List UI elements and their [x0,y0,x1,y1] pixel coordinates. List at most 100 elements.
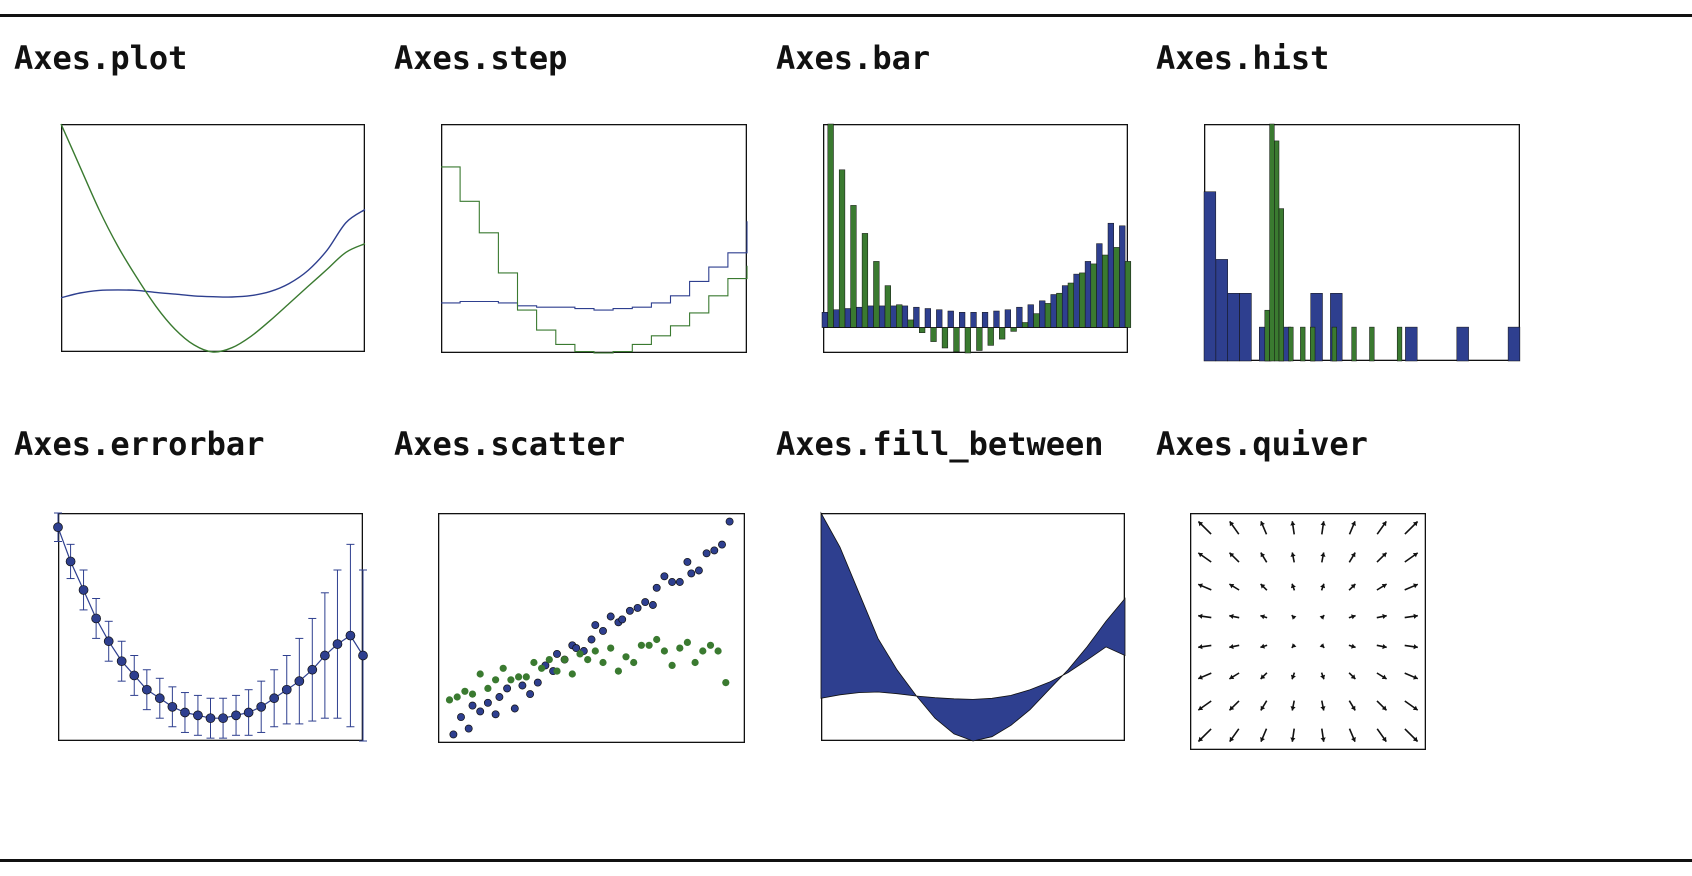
bar-green [964,327,971,354]
bar-green [850,205,857,328]
errorbar-point [91,613,101,624]
quiver-arrowhead [1381,552,1387,558]
scatter-point-green [622,653,630,661]
scatter-point-green [522,673,530,681]
hist-bar-blue [1405,326,1418,362]
quiver-arrowhead [1198,736,1204,742]
quiver-arrowhead [1412,552,1418,558]
bar-blue [947,310,954,328]
quiver-chart [1189,512,1426,750]
quiver-arrowhead [1320,706,1326,711]
bar-green [1044,303,1052,328]
hist-bar-blue [1215,259,1228,362]
errorbar-point [256,701,267,712]
scatter-point-green [499,664,507,672]
scatter-point-green [538,664,546,672]
quiver-arrowhead [1260,521,1265,526]
hist-bar-green [1274,140,1280,362]
errorbar-point [231,710,241,721]
scatter-point-blue [587,635,596,644]
errorbar-chart [53,512,368,742]
quiver-arrowhead [1350,674,1356,679]
bar-green [987,327,994,346]
errorbar-point [103,636,114,647]
errorbar-point [358,650,368,661]
panel-title-plot: Axes.plot [14,39,188,77]
scatter-point-blue [468,701,477,710]
hist-chart [1203,123,1521,362]
bar-green [838,169,846,328]
plot-chart [60,123,366,353]
quiver-arrowhead [1229,674,1235,679]
bar-green [1033,313,1040,328]
quiver-arrowhead [1260,737,1265,742]
quiver-arrowhead [1260,552,1266,558]
quiver-arrowhead [1229,521,1235,527]
quiver-arrowhead [1413,644,1418,650]
quiver-arrowhead [1290,552,1296,557]
scatter-point-green [683,638,691,646]
bar-green [861,233,869,328]
scatter-point-green [699,647,707,655]
quiver-arrowhead [1229,705,1235,711]
scatter-point-green [714,647,722,655]
errorbar-point [53,522,63,533]
quiver-arrowhead [1290,521,1296,526]
quiver-arrowhead [1260,705,1266,711]
scatter-point-blue [483,698,492,707]
hist-bar-blue [1239,293,1252,362]
hist-bar-green [1300,326,1306,362]
bar-green [919,327,926,333]
scatter-point-blue [503,684,512,693]
quiver-arrowhead [1351,521,1356,526]
quiver-arrowhead [1198,613,1203,619]
quiver-arrowhead [1290,737,1296,742]
errorbar-point [65,556,76,567]
scatter-point-blue [718,540,726,549]
quiver-arrowhead [1198,583,1203,589]
quiver-arrowhead [1260,643,1265,649]
scatter-point-blue [491,710,500,719]
quiver-arrowhead [1198,705,1204,711]
bar-blue [1084,261,1092,328]
scatter-point-blue [599,626,607,635]
errorbar-point [320,650,330,661]
bar-blue [1016,306,1023,328]
step-line-green [441,166,748,354]
bar-blue [1107,222,1114,328]
step-chart [440,123,748,354]
hist-bar-green [1396,326,1403,362]
hist-bar-blue [1227,293,1240,362]
quiver-arrowhead [1381,674,1387,679]
scatter-point-green [484,684,492,692]
quiver-arrowhead [1351,643,1356,649]
quiver-arrowhead [1350,584,1356,589]
scatter-point-blue [553,649,561,658]
quiver-arrowhead [1412,736,1418,742]
quiver-arrowhead [1198,644,1203,650]
hist-bar-green [1269,123,1275,362]
scatter-point-blue [606,612,615,621]
scatter-point-green [614,667,622,675]
quiver-arrowhead [1413,674,1418,680]
quiver-arrowhead [1198,552,1204,558]
bar-blue [856,306,863,328]
bar-green [1067,282,1074,328]
bar-green [976,327,983,351]
scatter-point-blue [476,707,485,716]
scatter-point-blue [457,713,465,722]
bar-chart [821,123,1132,354]
quiver-arrowhead [1350,705,1356,711]
quiver-arrowhead [1290,706,1296,711]
scatter-point-green [568,670,576,678]
scatter-point-blue [668,578,677,586]
bar-blue [1119,225,1126,328]
scatter-point-blue [648,601,657,609]
quiver-arrowhead [1412,521,1418,527]
errorbar-point [269,693,280,704]
scatter-point-green [668,661,676,669]
quiver-arrowhead [1290,674,1296,680]
scatter-point-blue [618,615,627,624]
hist-bar-green [1310,326,1316,362]
bar-blue [901,305,909,328]
